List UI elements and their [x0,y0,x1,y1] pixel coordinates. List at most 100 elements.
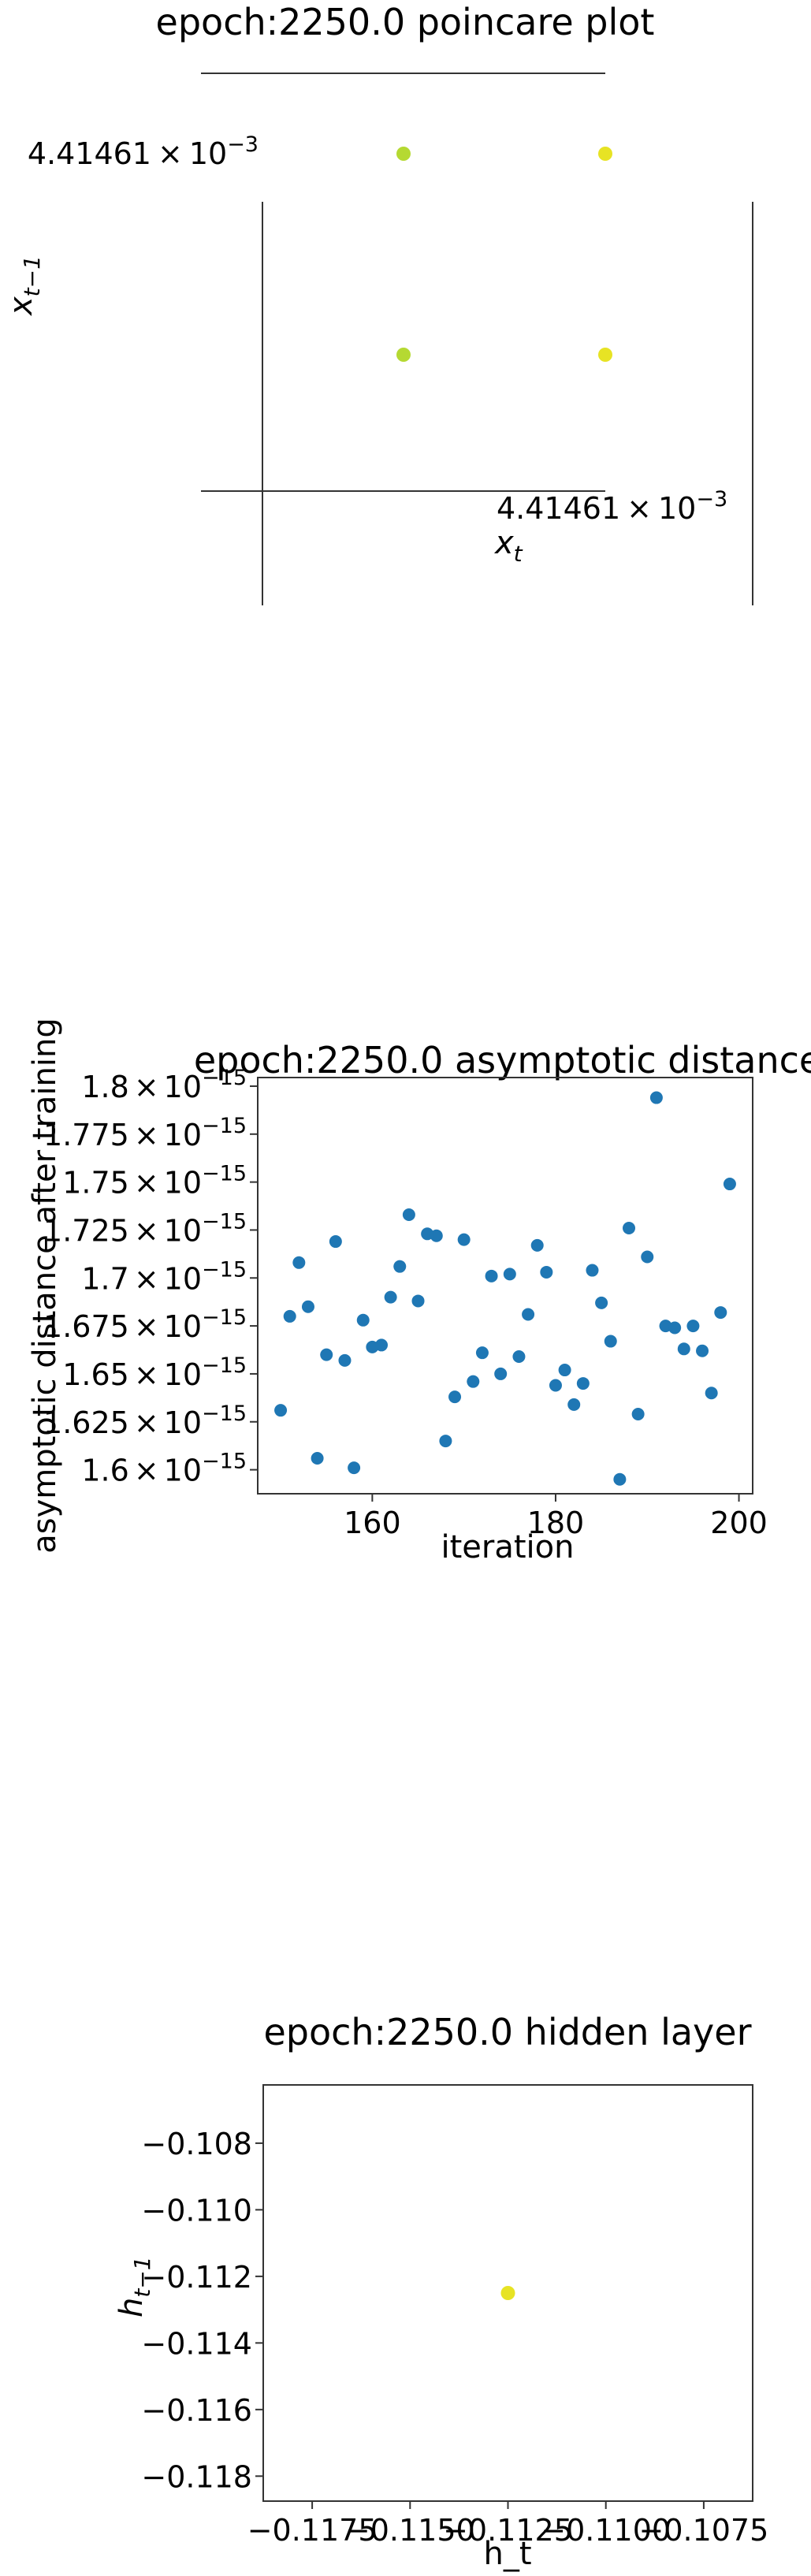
asymptotic-y-tick-label: 1.75 × 10−15 [62,1162,247,1201]
y-tick-exp: −15 [202,1114,247,1138]
y-tick-times: × [134,1166,159,1201]
y-tick-mantissa: 1.675 [43,1309,129,1344]
y-tick-exp: −15 [202,1305,247,1330]
asymptotic-y-tick-label: 1.675 × 10−15 [43,1305,247,1344]
y-tick-mantissa: 1.8 [81,1070,128,1104]
asymptotic-point [467,1375,480,1388]
asymptotic-y-tick-label: 1.725 × 10−15 [43,1209,247,1248]
y-tick-times: × [134,1213,159,1248]
poincare-y-label-sub: t−1 [19,255,45,296]
asymptotic-point [530,1238,544,1252]
asymptotic-y-tick-label: 1.8 × 10−15 [81,1066,247,1104]
poincare-point [598,348,612,362]
y-tick-times: × [134,1070,159,1104]
asymptotic-y-tick-label: 1.65 × 10−15 [62,1353,247,1392]
asymptotic-point [705,1387,718,1400]
asymptotic-point [586,1264,599,1277]
poincare-points [396,147,612,362]
poincare-x-tick-label: 4.41461 × 10−3 [497,487,727,526]
y-tick-base: 10 [164,1118,202,1152]
asymptotic-point [686,1320,700,1333]
asymptotic-y-tick-label: 1.7 × 10−15 [81,1257,247,1296]
asymptotic-point [311,1451,324,1465]
y-tick-times: × [134,1405,159,1440]
y-tick-times: × [134,1357,159,1392]
asymptotic-point [402,1208,415,1221]
asymptotic-point [668,1321,682,1335]
y-tick-exp: −15 [202,1450,247,1474]
y-tick-exp: −15 [202,1353,247,1378]
poincare-x-label-base: x [493,525,514,561]
hidden-y-label-base: h [113,2298,150,2317]
y-tick-base: 10 [164,1213,202,1248]
hidden-x-label: h_t [483,2536,531,2572]
asymptotic-point [356,1313,370,1327]
asymptotic-point [512,1350,526,1364]
hidden-y-tick-label: −0.114 [141,2326,252,2361]
asymptotic-distance-plot: epoch:2250.0 asymptotic distance 1.6 × 10−… [27,1018,811,1565]
y-tick-base: 10 [164,1261,202,1296]
y-tick-times: × [134,1118,159,1152]
poincare-x-tick-exp: −3 [696,487,727,512]
y-tick-exp: −15 [202,1402,247,1426]
y-tick-exp: −15 [202,1209,247,1234]
asymptotic-point [329,1235,342,1249]
poincare-y-label: xt−1 [3,255,45,317]
y-tick-times: × [134,1261,159,1296]
asymptotic-point [411,1294,425,1308]
y-tick-times: × [134,1309,159,1344]
y-tick-base: 10 [164,1405,202,1440]
poincare-title: epoch:2250.0 poincare plot [156,1,655,43]
asymptotic-y-tick-label: 1.6 × 10−15 [81,1450,247,1488]
asymptotic-point [549,1379,562,1392]
y-tick-base: 10 [164,1166,202,1201]
asymptotic-y-tick-label: 1.775 × 10−15 [43,1114,247,1152]
asymptotic-point [631,1408,645,1421]
asymptotic-point [292,1256,306,1269]
asymptotic-point [301,1300,314,1313]
asymptotic-point [384,1290,397,1304]
asymptotic-point [338,1353,352,1367]
asymptotic-x-ticks: 160 180 200 [344,1494,768,1540]
asymptotic-point [613,1472,627,1486]
poincare-y-tick-base: 10 [189,136,227,171]
asymptotic-x-label: iteration [441,1529,575,1565]
asymptotic-title: epoch:2250.0 asymptotic distance [194,1039,811,1081]
hidden-y-tick-label: −0.118 [141,2459,252,2494]
y-tick-base: 10 [164,1309,202,1344]
asymptotic-point [475,1346,489,1360]
poincare-point [396,348,411,362]
poincare-y-label-base: x [3,296,39,317]
y-tick-base: 10 [164,1357,202,1392]
hidden-y-tick-label: −0.108 [141,2127,252,2161]
y-tick-mantissa: 1.625 [43,1405,129,1440]
hidden-x-ticks: −0.1175−0.1150−0.1125−0.1100−0.1075 [247,2501,768,2548]
asymptotic-plot-frame [257,1077,753,1495]
asymptotic-point [576,1377,590,1390]
poincare-y-tick-mantissa: 4.41461 [28,136,151,171]
poincare-plot: epoch:2250.0 poincare plot 4.41461 × 10−3 … [3,1,753,605]
asymptotic-point [595,1296,608,1309]
asymptotic-point [430,1229,443,1242]
asymptotic-x-tick-label: 160 [344,1506,401,1540]
asymptotic-point [320,1348,333,1361]
asymptotic-point [439,1435,452,1448]
poincare-x-label-sub: t [514,541,523,567]
asymptotic-y-ticks: 1.6 × 10−151.625 × 10−151.65 × 10−151.675 × 10−1… [43,1066,258,1488]
hidden-y-label-sub: t−1 [129,2256,155,2297]
hidden-x-tick-label: −0.1150 [345,2513,475,2548]
asymptotic-y-tick-label: 1.625 × 10−15 [43,1402,247,1440]
hidden-title: epoch:2250.0 hidden layer [264,2011,752,2053]
hidden-y-tick-label: −0.116 [141,2393,252,2428]
asymptotic-point [494,1367,508,1380]
hidden-x-tick-label: −0.1175 [247,2513,378,2548]
poincare-point [396,147,411,161]
hidden-y-tick-label: −0.112 [141,2260,252,2295]
asymptotic-point [375,1338,388,1352]
y-tick-mantissa: 1.75 [62,1166,129,1201]
asymptotic-point [649,1091,663,1104]
asymptotic-point [558,1364,571,1377]
hidden-y-label: ht−1 [113,2256,155,2317]
y-tick-mantissa: 1.6 [81,1454,128,1488]
